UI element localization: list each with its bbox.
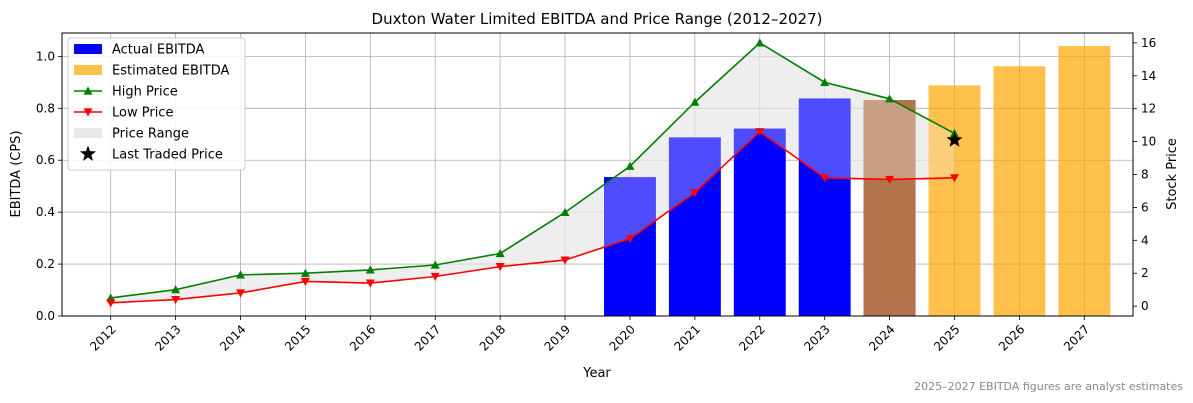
high-price-marker-2016	[365, 265, 375, 274]
legend-label-estimated-ebitda: Estimated EBITDA	[112, 64, 229, 79]
x-tick-label: 2025	[931, 322, 962, 353]
y-right-tick-label: 14	[1141, 69, 1156, 83]
low-price-marker-2018	[495, 263, 505, 272]
x-tick-label: 2019	[542, 322, 573, 353]
legend-box	[67, 37, 246, 171]
legend: Actual EBITDA Estimated EBITDA High Price L…	[67, 37, 246, 171]
legend-marker-high-price	[83, 86, 93, 95]
actual-ebitda-bar-2020	[603, 177, 656, 316]
actual-ebitda-bar-2021	[668, 137, 721, 316]
footnote: 2025–2027 EBITDA figures are analyst est…	[914, 380, 1183, 393]
y-left-tick-label: 0.4	[36, 205, 55, 219]
actual-ebitda-bar-2023	[798, 98, 851, 316]
y-left-tick-label: 0.8	[36, 101, 55, 115]
y-right-tick-label: 12	[1141, 102, 1156, 116]
y-left-tick-label: 0.0	[36, 309, 55, 323]
bars	[110, 42, 1111, 317]
high-price-marker-2021	[690, 97, 700, 106]
legend-marker-low-price	[83, 108, 93, 117]
low-price-marker-2013	[171, 295, 181, 305]
x-tick-label: 2016	[347, 322, 378, 353]
low-price-marker-2019	[560, 256, 570, 265]
high-price-marker-2020	[625, 161, 635, 170]
high-price-marker-2017	[430, 260, 440, 269]
price-lines	[106, 38, 963, 308]
x-tick-label: 2024	[866, 322, 897, 353]
chart-title: Duxton Water Limited EBITDA and Price Ra…	[372, 10, 823, 28]
price-range-overlay	[110, 42, 955, 303]
actual-ebitda-bar-2022	[733, 128, 786, 316]
estimated-ebitda-bar-2026	[993, 66, 1046, 316]
high-price-marker-2014	[236, 270, 245, 279]
high-price-marker-2018	[495, 248, 505, 258]
x-tick-label: 2023	[801, 322, 832, 353]
low-price-marker-2016	[365, 279, 375, 288]
y-right-tick-label: 0	[1141, 299, 1149, 313]
y-right-tick-label: 4	[1141, 233, 1149, 247]
low-price-marker-2025	[950, 174, 959, 183]
legend-label-low-price: Low Price	[112, 106, 173, 121]
x-tick-label: 2026	[996, 322, 1027, 353]
y-left-tick-label: 1.0	[36, 49, 55, 63]
y-right-tick-label: 10	[1141, 135, 1156, 149]
legend-marker-last-traded-price	[79, 145, 97, 161]
x-tick-label: 2015	[282, 322, 313, 353]
high-price-marker-2013	[171, 285, 181, 294]
x-tick-label: 2018	[477, 322, 508, 353]
low-price-marker-2022	[755, 128, 765, 137]
y-left-tick-label: 0.2	[36, 257, 55, 271]
high-price-marker-2022	[755, 38, 765, 47]
high-price-marker-2019	[560, 207, 570, 216]
y-axis-left-label: EBITDA (CPS)	[9, 130, 24, 217]
x-tick-label: 2027	[1061, 322, 1092, 353]
x-axis-label: Year	[582, 366, 611, 381]
low-price-marker-2015	[300, 277, 310, 286]
low-price-marker-2017	[430, 272, 440, 282]
x-tick-label: 2012	[87, 322, 118, 353]
low-price-marker-2012	[106, 299, 116, 308]
low-price-marker-2023	[820, 174, 830, 183]
legend-label-price-range: Price Range	[112, 127, 189, 142]
y-left-tick-label: 0.6	[36, 153, 55, 167]
low-price-marker-2020	[625, 235, 635, 244]
high-price-line	[110, 41, 955, 299]
estimated-ebitda-bar-2024	[863, 99, 916, 316]
high-price-marker-2023	[820, 77, 830, 86]
x-tick-label: 2021	[671, 322, 702, 353]
y-right-tick-label: 8	[1141, 168, 1149, 182]
x-tick-label: 2013	[152, 322, 183, 353]
last-traded-price-marker	[946, 131, 963, 147]
estimated-ebitda-bar-2027	[1058, 45, 1111, 316]
low-price-line	[110, 130, 955, 304]
low-price-marker-2021	[690, 188, 700, 198]
low-price-marker-2014	[236, 289, 245, 298]
x-tick-label: 2014	[217, 322, 248, 353]
price-range-fill	[110, 42, 955, 303]
x-tick-label: 2022	[736, 322, 767, 353]
y-axis-right-label: Stock Price	[1165, 138, 1180, 210]
legend-swatch-actual-ebitda	[74, 44, 102, 54]
high-price-marker-2024	[885, 94, 895, 103]
high-price-marker-2015	[300, 268, 310, 277]
y-right-tick-label: 6	[1141, 200, 1149, 214]
x-tick-label: 2017	[412, 322, 443, 353]
estimated-ebitda-bar-2025	[928, 85, 981, 317]
legend-label-last-traded-price: Last Traded Price	[112, 148, 223, 163]
legend-swatch-price-range	[74, 128, 102, 138]
y-right-tick-label: 2	[1141, 266, 1149, 280]
legend-label-actual-ebitda: Actual EBITDA	[112, 43, 205, 58]
low-price-marker-2024	[885, 175, 895, 184]
legend-label-high-price: High Price	[112, 85, 178, 100]
x-tick-label: 2020	[607, 322, 638, 353]
legend-swatch-estimated-ebitda	[74, 65, 102, 75]
y-right-tick-label: 16	[1141, 36, 1156, 50]
price-range-area	[110, 42, 955, 303]
